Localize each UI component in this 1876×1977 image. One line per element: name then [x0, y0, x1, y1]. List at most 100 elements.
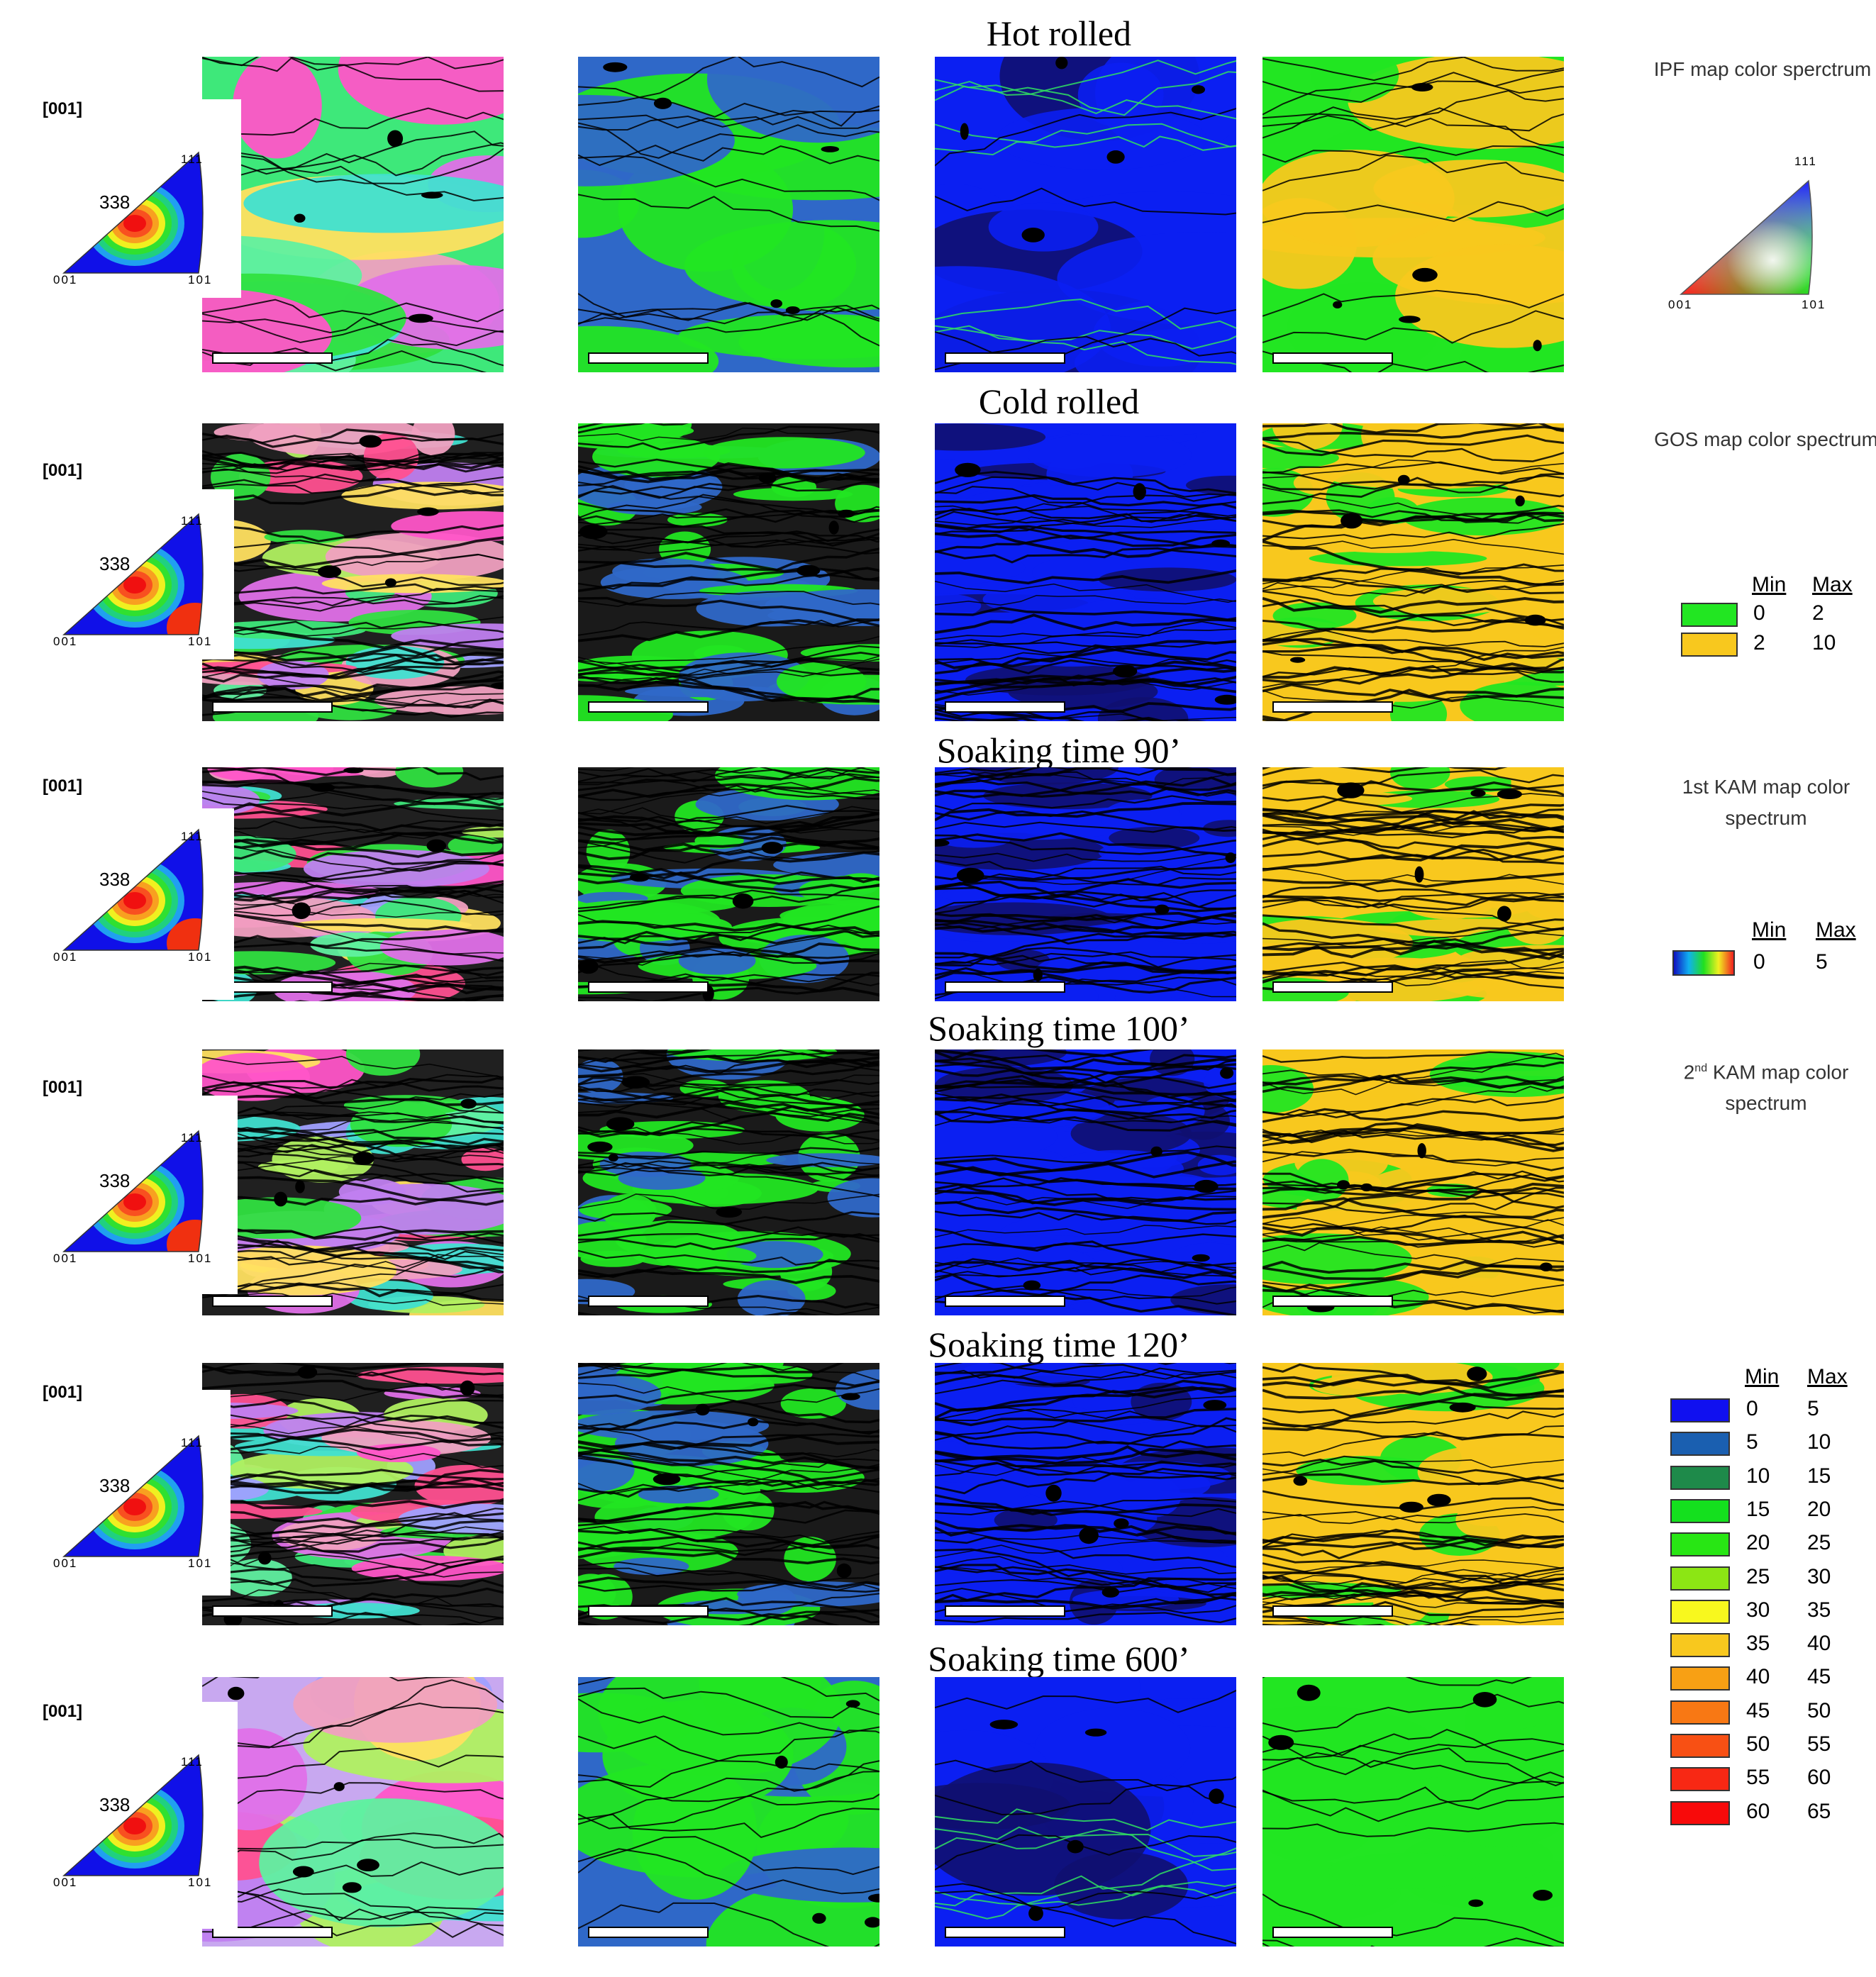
gos-map-texture [578, 57, 879, 372]
kam2-min-header: Min [1745, 1365, 1780, 1388]
scale-bar [588, 1927, 709, 1938]
kam2-swatch [1670, 1700, 1730, 1725]
kam2-map-hot-rolled [1262, 57, 1564, 372]
kam2-min-value: 25 [1746, 1564, 1770, 1588]
pole-figure-backdrop [202, 1702, 238, 1929]
ipf-map-cold-rolled [202, 423, 504, 721]
ipf-map-texture [202, 1363, 504, 1625]
kam2-min-value: 55 [1746, 1766, 1770, 1790]
kam1-map-texture [935, 57, 1236, 372]
scale-bar [945, 701, 1065, 713]
kam2-map-soaking-600 [1262, 1677, 1564, 1947]
pole-figure-label-001: 001 [53, 1252, 78, 1265]
pole-figure-label-101: 101 [188, 950, 213, 964]
ipf-map-texture [202, 1049, 504, 1315]
ipf-map-soaking-600 [202, 1677, 504, 1947]
scale-bar [588, 701, 709, 713]
kam1-map-soaking-600 [935, 1677, 1236, 1947]
gos-max-header: Max [1812, 573, 1853, 596]
kam1-rainbow-swatch [1672, 950, 1735, 976]
ipf-legend-111: 111 [1794, 155, 1817, 168]
kam2-max-value: 40 [1807, 1632, 1831, 1656]
kam2-min-value: 35 [1746, 1632, 1770, 1656]
pole-figure-label-001: 001 [53, 635, 78, 648]
kam1-map-texture [935, 423, 1236, 721]
pole-figure-label-101: 101 [188, 635, 213, 648]
scale-bar [588, 1605, 709, 1617]
pole-figure-direction-soaking-600: [001] [43, 1702, 83, 1721]
gos-min-header: Min [1752, 573, 1787, 596]
gos-min-value: 0 [1753, 601, 1765, 625]
kam2-title-rest: KAM map color spectrum [1707, 1061, 1849, 1115]
scale-bar [945, 1927, 1065, 1938]
ipf-legend-101: 101 [1802, 298, 1826, 311]
pole-figure-label-338: 338 [99, 553, 131, 574]
kam2-map-texture [1262, 423, 1564, 721]
row-title-soaking-120: Soaking time 120’ [928, 1325, 1190, 1364]
pole-figure-label-338: 338 [99, 1475, 131, 1496]
scale-bar [945, 1605, 1065, 1617]
scale-bar [212, 701, 333, 713]
gos-map-texture [578, 767, 879, 1001]
kam2-max-value: 45 [1807, 1665, 1831, 1689]
pole-figure-label-111: 111 [181, 1131, 204, 1145]
inverse-pole-figure-soaking-90 [62, 828, 204, 951]
gos-map-hot-rolled [578, 57, 879, 372]
inverse-pole-figure-cold-rolled [62, 513, 204, 635]
kam1-map-soaking-90 [935, 767, 1236, 1001]
kam2-min-value: 20 [1746, 1531, 1770, 1555]
kam2-max-value: 25 [1807, 1531, 1831, 1555]
kam2-swatch [1670, 1767, 1730, 1792]
pole-figure-label-111: 111 [181, 830, 204, 843]
kam2-min-value: 30 [1746, 1598, 1770, 1622]
scale-bar [945, 981, 1065, 993]
gos-map-soaking-100 [578, 1049, 879, 1315]
scale-bar [212, 1296, 333, 1307]
kam2-swatch [1670, 1599, 1730, 1624]
pole-figure-backdrop [202, 1096, 238, 1294]
pole-figure-label-111: 111 [181, 514, 204, 528]
kam2-min-value: 45 [1746, 1698, 1770, 1722]
gos-swatch [1681, 633, 1738, 657]
kam2-map-soaking-100 [1262, 1049, 1564, 1315]
pole-figure-label-111: 111 [181, 1436, 204, 1449]
ipf-map-soaking-100 [202, 1049, 504, 1315]
kam2-min-value: 40 [1746, 1665, 1770, 1689]
kam2-title-base: 2 [1683, 1061, 1695, 1084]
scale-bar [212, 1605, 333, 1617]
kam2-min-value: 0 [1746, 1397, 1758, 1420]
ipf-map-texture [202, 423, 504, 721]
pole-figure-label-001: 001 [53, 1556, 78, 1570]
scale-bar [1272, 1605, 1393, 1617]
pole-figure-backdrop [202, 99, 241, 298]
inverse-pole-figure-hot-rolled [62, 151, 204, 274]
row-title-soaking-100: Soaking time 100’ [928, 1008, 1190, 1048]
gos-swatch [1681, 603, 1738, 627]
pole-figure-label-101: 101 [188, 1876, 213, 1889]
kam2-max-value: 15 [1807, 1464, 1831, 1488]
pole-figure-direction-cold-rolled: [001] [43, 461, 83, 480]
kam2-swatch [1670, 1633, 1730, 1658]
kam2-swatch [1670, 1398, 1730, 1422]
ipf-map-soaking-90 [202, 767, 504, 1001]
pole-figure-label-111: 111 [181, 152, 204, 166]
kam2-max-value: 20 [1807, 1497, 1831, 1521]
pole-figure-direction-soaking-90: [001] [43, 776, 83, 796]
gos-max-value: 2 [1812, 601, 1824, 625]
pole-figure-label-338: 338 [99, 1170, 131, 1191]
kam2-title-sup: nd [1694, 1062, 1708, 1074]
scale-bar [588, 1296, 709, 1307]
pole-figure-label-101: 101 [188, 273, 213, 286]
kam1-map-texture [935, 767, 1236, 1001]
kam1-min-value: 0 [1753, 950, 1765, 974]
gos-map-texture [578, 1677, 879, 1947]
kam1-map-cold-rolled [935, 423, 1236, 721]
kam2-min-value: 60 [1746, 1799, 1770, 1823]
gos-min-value: 2 [1753, 631, 1765, 655]
kam2-swatch [1670, 1532, 1730, 1557]
gos-map-soaking-90 [578, 767, 879, 1001]
gos-max-value: 10 [1812, 631, 1836, 655]
kam2-max-value: 5 [1807, 1397, 1819, 1420]
kam1-min-header: Min [1752, 918, 1787, 942]
kam2-max-value: 65 [1807, 1799, 1831, 1823]
